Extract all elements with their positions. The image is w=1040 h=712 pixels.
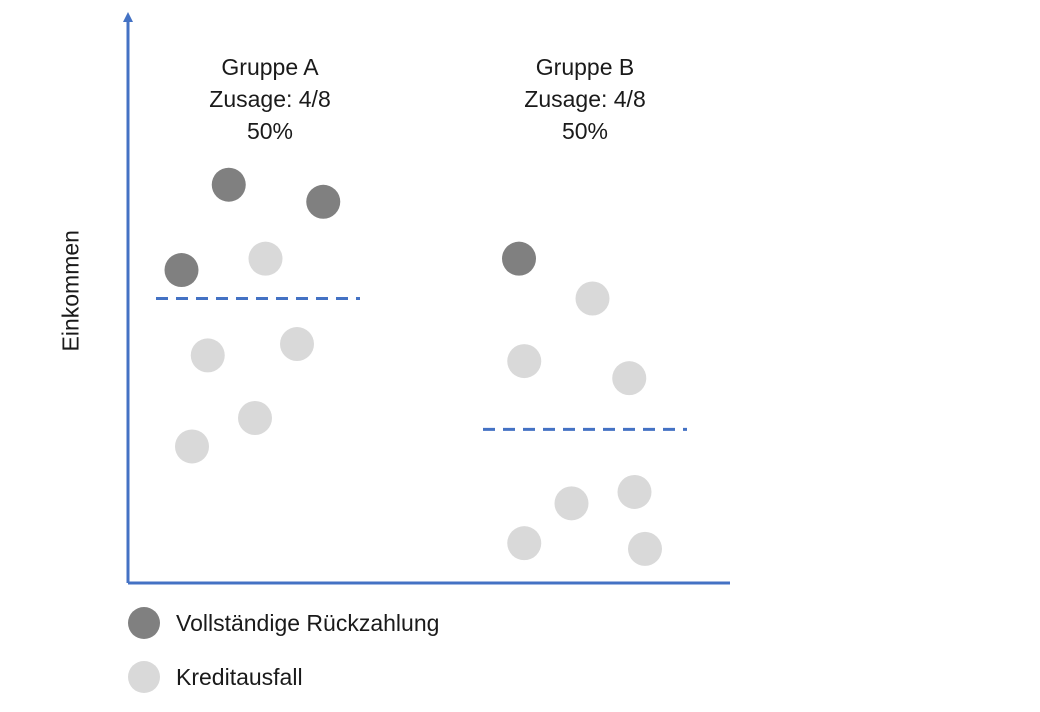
group-b-name: Gruppe B xyxy=(535,54,635,80)
data-point-group-a-default xyxy=(248,241,283,276)
group-a-name: Gruppe A xyxy=(221,54,319,80)
data-point-group-a-default xyxy=(175,429,209,464)
data-point-group-b-default xyxy=(507,344,542,379)
group-a-label: Gruppe A Zusage: 4/8 50% xyxy=(150,51,390,147)
legend-swatch-repaid xyxy=(128,607,160,639)
data-point-group-b-default xyxy=(507,526,542,561)
data-point-group-b-default xyxy=(575,281,610,316)
group-b-percent: 50% xyxy=(561,118,609,144)
y-axis-arrowhead xyxy=(123,12,133,22)
group-a-approval: Zusage: 4/8 xyxy=(209,86,331,112)
y-axis-label: Einkommen xyxy=(57,230,84,352)
legend-label-default: Kreditausfall xyxy=(176,663,303,690)
data-point-group-b-default xyxy=(554,486,589,521)
data-point-group-b-repaid xyxy=(502,241,536,276)
data-point-group-a-repaid xyxy=(164,253,199,288)
legend-swatch-default xyxy=(128,661,160,693)
legend-label-repaid: Vollständige Rückzahlung xyxy=(176,609,440,636)
axes xyxy=(123,12,730,585)
group-b-approval: Zusage: 4/8 xyxy=(524,86,646,112)
group-b-label: Gruppe B Zusage: 4/8 50% xyxy=(465,51,705,147)
data-point-group-b-default xyxy=(612,361,647,396)
data-point-group-b-default xyxy=(628,531,662,566)
data-point-group-a-default xyxy=(280,327,314,362)
threshold-lines xyxy=(156,297,687,431)
data-point-group-a-repaid xyxy=(306,184,341,219)
legend-item-default: Kreditausfall xyxy=(128,661,303,693)
data-point-group-a-repaid xyxy=(211,167,246,202)
data-point-group-b-default xyxy=(617,474,652,509)
legend-item-repaid: Vollständige Rückzahlung xyxy=(128,607,439,639)
data-point-group-a-default xyxy=(190,338,225,373)
group-a-percent: 50% xyxy=(246,118,294,144)
data-point-group-a-default xyxy=(238,400,272,435)
data-points xyxy=(164,167,662,566)
